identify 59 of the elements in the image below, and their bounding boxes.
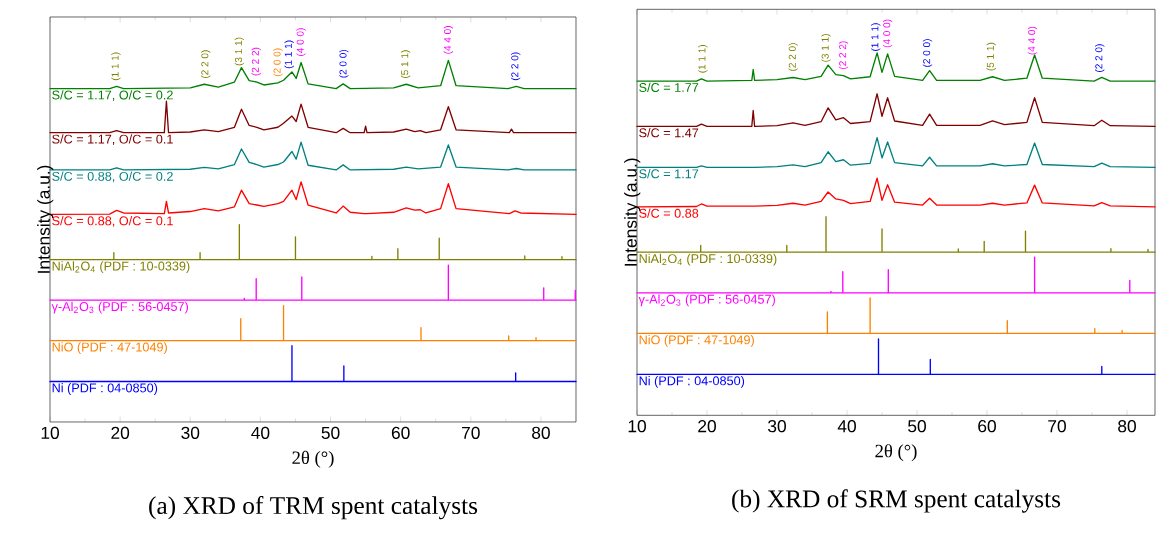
x-tick-label: 50 — [321, 426, 340, 439]
annotation: (2 2 0) — [511, 52, 521, 81]
annotation: (1 1 1) — [698, 45, 708, 73]
x-tick-label: 20 — [111, 426, 130, 439]
series-label: S/C = 1.17 — [639, 168, 699, 179]
series-label: S/C = 1.17, O/C = 0.2 — [52, 90, 173, 101]
y-axis-title: Intensity (a.u.) — [37, 165, 54, 273]
annotation: (4 0 0) — [882, 19, 893, 48]
annotation: (4 4 0) — [1027, 26, 1038, 55]
annotation: (4 0 0) — [296, 28, 306, 56]
series-label: S/C = 0.88 — [639, 208, 699, 218]
x-axis-title: 2θ (°) — [875, 444, 917, 462]
x-tick-label: 30 — [181, 426, 200, 439]
series-label: NiO (PDF : 47-1049) — [639, 334, 754, 347]
x-tick-label: 60 — [391, 426, 410, 439]
text: (a) XRD of TRM spent catalysts — [149, 496, 478, 520]
x-tick-label: 30 — [768, 420, 786, 433]
annotation: (2 2 0) — [201, 50, 211, 78]
annotation: (2 0 0) — [339, 49, 349, 78]
x-axis-title: 2θ (°) — [292, 450, 334, 468]
text: (b) XRD of SRM spent catalysts — [732, 489, 1061, 513]
x-tick-label: 10 — [41, 426, 59, 439]
annotation: (5 1 1) — [986, 42, 996, 71]
series-label: γ-Al$_{2}$O$_{3}$ (PDF : 56-0457) — [51, 301, 188, 314]
series-label: Ni (PDF : 04-0850) — [52, 383, 158, 395]
x-tick-label: 80 — [1118, 420, 1136, 433]
series-label: NiAl$_{2}$O$_{4}$ (PDF : 10-0339) — [639, 253, 777, 266]
annotation: (2 2 2) — [251, 47, 261, 76]
x-tick-label: 70 — [1048, 420, 1066, 433]
annotation: (3 1 1) — [821, 34, 831, 62]
annotation: (5 1 1) — [400, 50, 411, 78]
annotation: (1 1 1) — [284, 40, 294, 69]
annotation: (2 0 0) — [273, 48, 283, 77]
y-axis-title: Intensity (a.u.) — [624, 158, 641, 266]
x-tick-label: 10 — [628, 420, 646, 433]
series-label: S/C = 1.47 — [639, 128, 699, 138]
x-tick-label: 20 — [698, 420, 716, 433]
series-label: NiAl$_{2}$O$_{4}$ (PDF : 10-0339) — [52, 261, 190, 274]
x-tick-label: 40 — [837, 420, 856, 433]
series-label: NiO (PDF : 47-1049) — [52, 342, 167, 355]
x-tick-label: 80 — [532, 426, 550, 439]
annotation: (2 2 0) — [788, 43, 798, 71]
x-tick-label: 40 — [251, 426, 270, 439]
x-tick-label: 70 — [462, 426, 480, 439]
annotation: (2 0 0) — [922, 39, 933, 67]
annotation: (2 2 2) — [838, 41, 849, 70]
series-label: Ni (PDF : 04-0850) — [639, 375, 745, 388]
annotation: (4 4 0) — [443, 26, 454, 54]
annotation: (1 1 1) — [111, 52, 121, 81]
series-label: S/C = 0.88, O/C = 0.1 — [52, 216, 173, 227]
x-tick-label: 60 — [978, 420, 996, 433]
annotation: (2 2 0) — [1095, 44, 1105, 72]
series-label: S/C = 1.17, O/C = 0.1 — [52, 134, 173, 146]
series-label: γ-Al$_{2}$O$_{3}$ (PDF : 56-0457) — [638, 294, 775, 307]
annotation: (1 1 1) — [871, 23, 881, 51]
series-label: S/C = 0.88, O/C = 0.2 — [52, 171, 173, 183]
series-label: S/C = 1.77 — [639, 82, 699, 92]
x-tick-label: 50 — [908, 420, 926, 433]
annotation: (3 1 1) — [234, 37, 245, 66]
